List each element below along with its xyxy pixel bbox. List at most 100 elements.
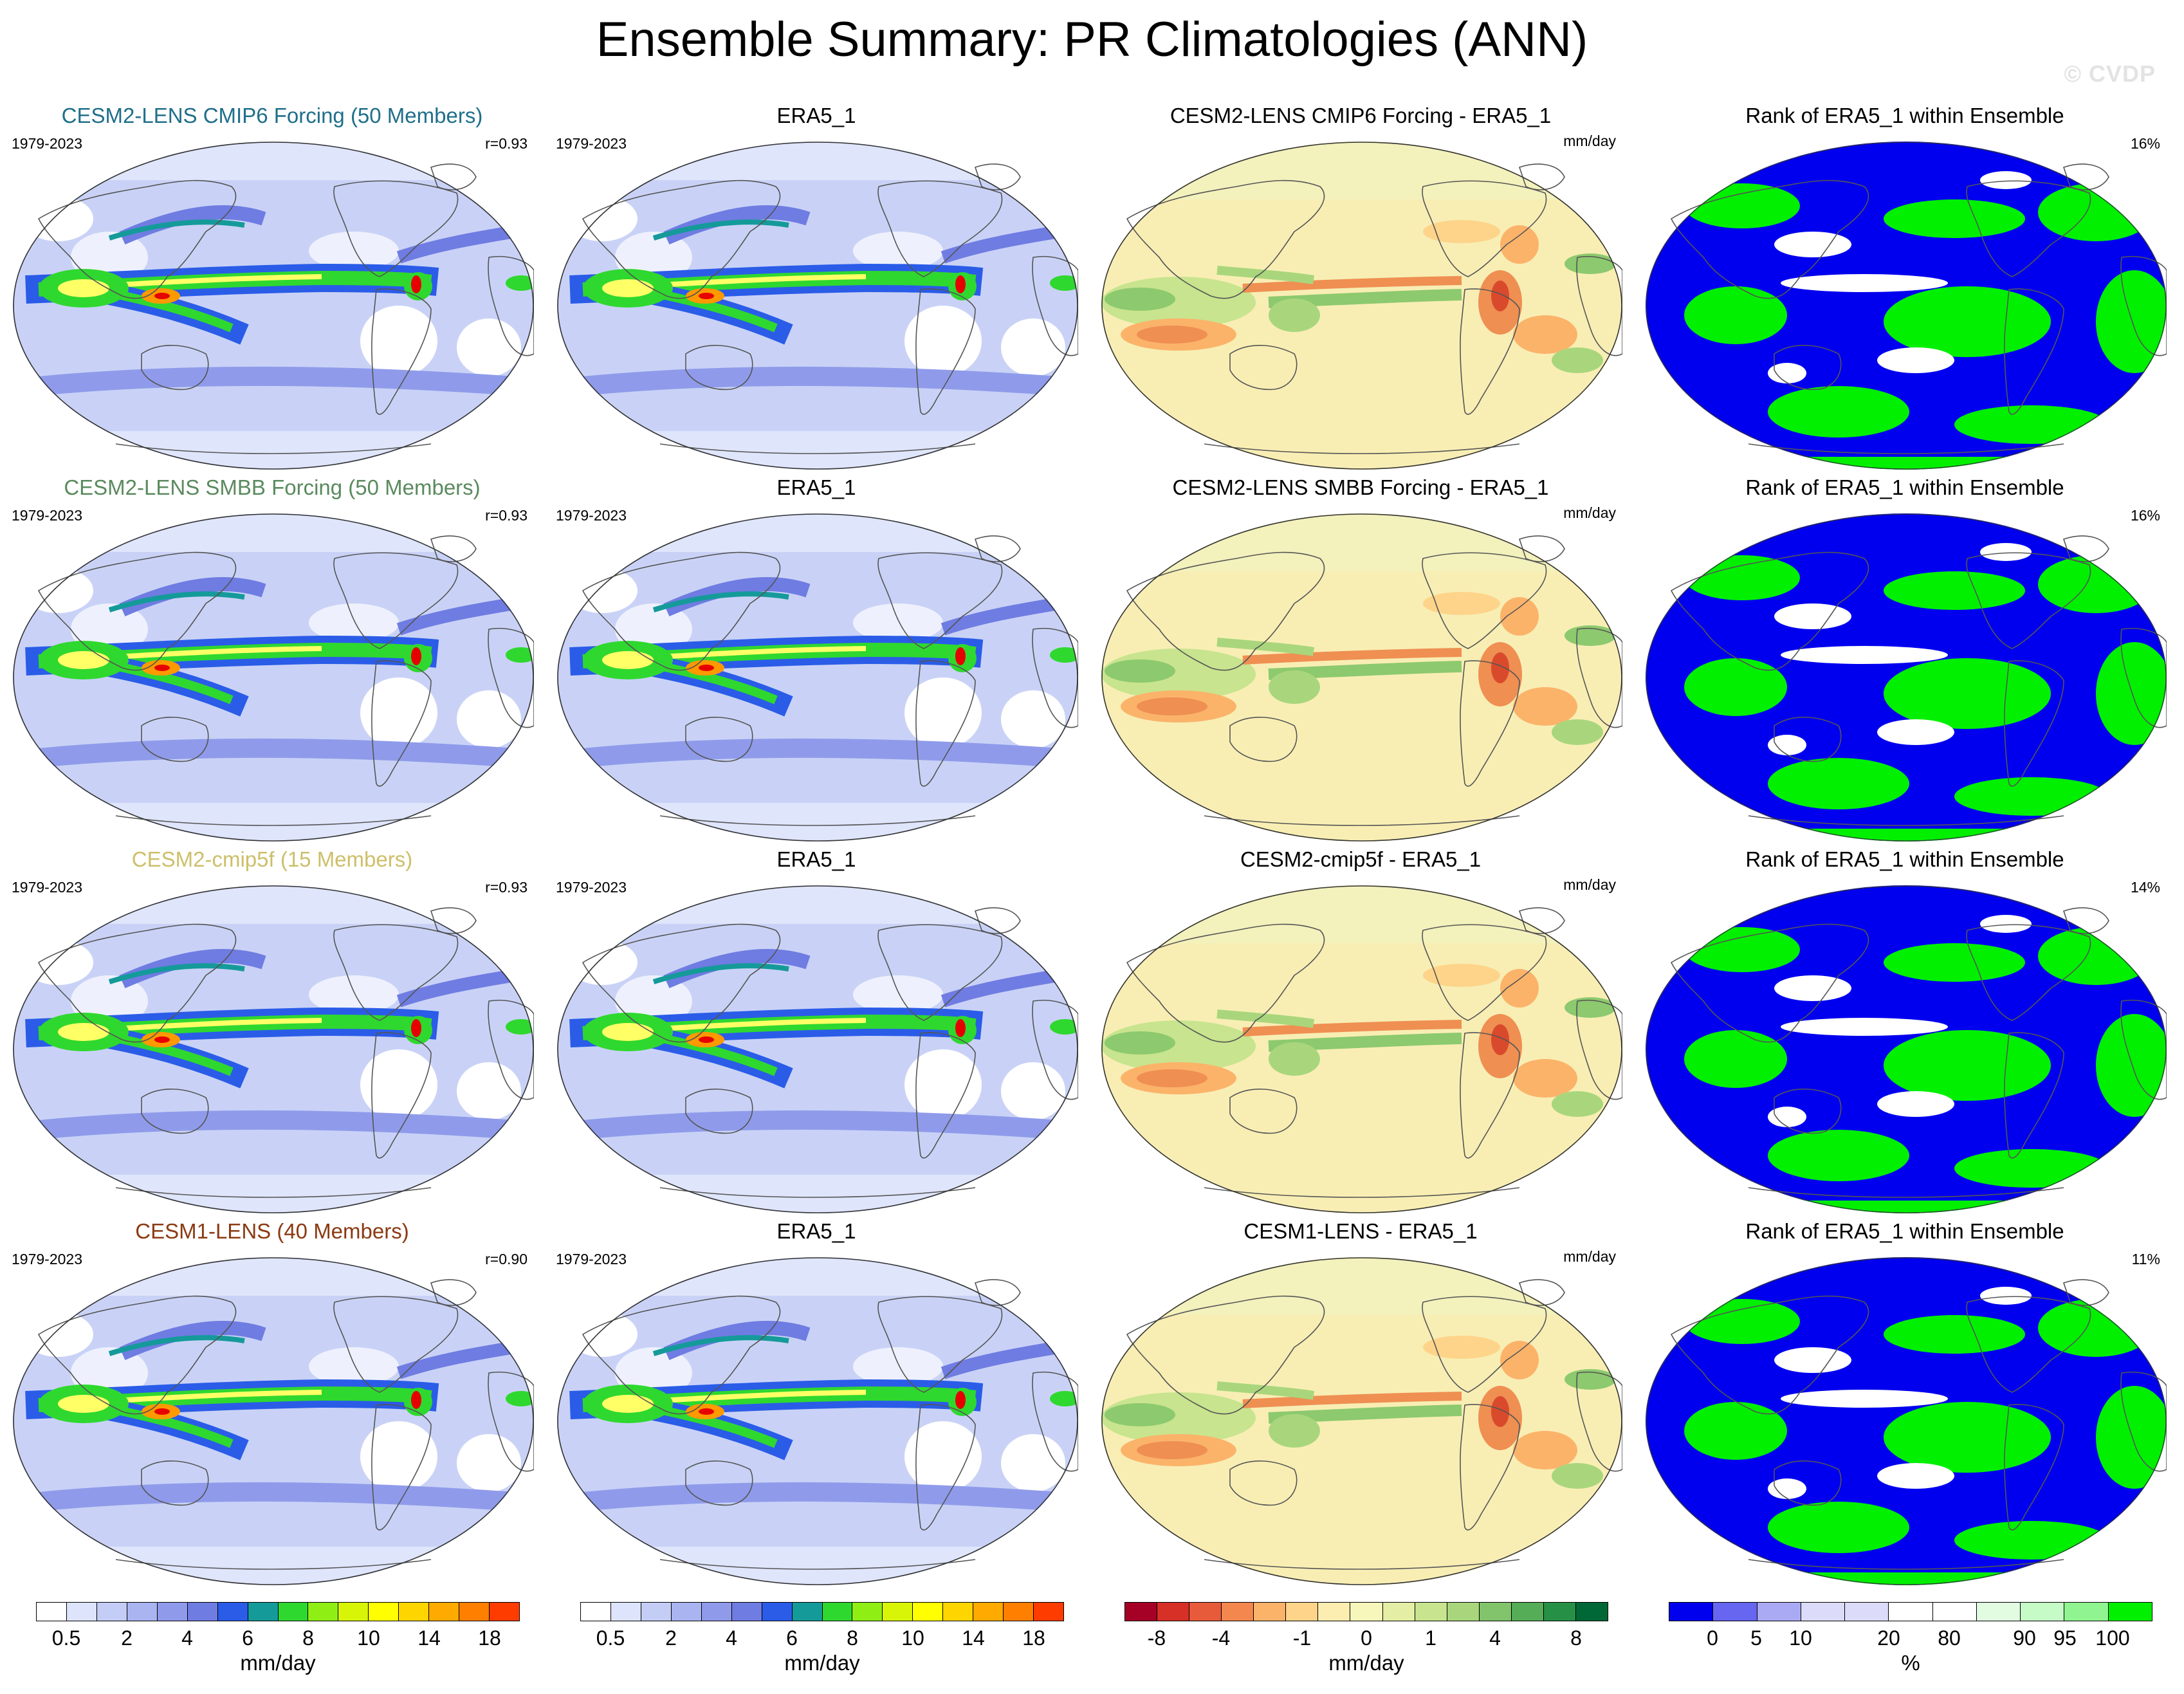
colorbar-swatch (278, 1603, 309, 1621)
colorbar-tick: 10 (901, 1626, 924, 1650)
colorbar-swatch (1845, 1603, 1889, 1621)
panel-title: CESM2-LENS CMIP6 Forcing (50 Members) (61, 104, 483, 127)
colorbar-swatch (1889, 1603, 1933, 1621)
colorbar-swatch (701, 1603, 732, 1621)
colorbar-swatch (883, 1603, 913, 1621)
pattern-correlation: r=0.90 (485, 1251, 528, 1267)
colorbar-swatch (66, 1603, 97, 1621)
colorbar-swatch (792, 1603, 823, 1621)
colorbar-swatch (913, 1603, 944, 1621)
panel-title: CESM1-LENS - ERA5_1 (1243, 1219, 1478, 1243)
rank-panel: Rank of ERA5_1 within Ensemble 16% (1633, 475, 2177, 847)
colorbar-units: mm/day (784, 1651, 860, 1675)
observation-panel: ERA5_1 1979-2023 (544, 847, 1088, 1219)
colorbar-swatch (1757, 1603, 1801, 1621)
colorbar-swatch (1415, 1603, 1447, 1621)
pattern-correlation: r=0.93 (485, 879, 528, 896)
rank-panel: Rank of ERA5_1 within Ensemble 11% (1633, 1219, 2177, 1590)
colorbar-tick: 0.5 (51, 1626, 81, 1650)
colorbar-swatch (1286, 1603, 1319, 1621)
rank-percent: 14% (2130, 879, 2160, 896)
colorbar-swatch (1713, 1603, 1757, 1621)
colorbar-swatch (1034, 1603, 1063, 1621)
panel-period: 1979-2023 (556, 135, 627, 152)
colorbar-boxes (1669, 1602, 2152, 1621)
colorbar-swatch (1254, 1603, 1287, 1621)
colorbar-tick: 8 (1570, 1626, 1582, 1650)
panel-units: mm/day (1563, 1248, 1616, 1265)
panel-units: mm/day (1563, 133, 1616, 149)
panel-period: 1979-2023 (556, 507, 627, 524)
difference-map (1101, 885, 1622, 1213)
colorbar-tick: 4 (1489, 1626, 1501, 1650)
colorbar-swatch (943, 1603, 974, 1621)
precip-climatology-map (13, 1257, 534, 1585)
colorbar-swatch (1004, 1603, 1034, 1621)
panel-period: 1979-2023 (12, 135, 82, 152)
colorbar-tick: 10 (1789, 1626, 1812, 1650)
colorbar-swatch (96, 1603, 127, 1621)
colorbar-swatch (37, 1603, 67, 1621)
colorbar-tick: 1 (1425, 1626, 1436, 1650)
panel-units: mm/day (1563, 876, 1616, 893)
colorbar-swatch (581, 1603, 611, 1621)
rank-colorbar: 0 5 10 20 80 90 95 100 % (1669, 1602, 2152, 1679)
colorbar-swatch (248, 1603, 279, 1621)
colorbar-tick: 6 (786, 1626, 798, 1650)
precip-climatology-map (557, 513, 1078, 842)
colorbar-swatch (762, 1603, 793, 1621)
colorbar-swatch (973, 1603, 1004, 1621)
colorbar-tick: -4 (1211, 1626, 1231, 1650)
colorbar-tick: 4 (181, 1626, 193, 1650)
colorbar-tick: 20 (1877, 1626, 1900, 1650)
panel-title: Rank of ERA5_1 within Ensemble (1745, 1219, 2064, 1243)
colorbar-swatch (1382, 1603, 1415, 1621)
panel-title: Rank of ERA5_1 within Ensemble (1745, 104, 2064, 127)
panel-title: ERA5_1 (776, 1219, 856, 1243)
colorbar-tick: 8 (302, 1626, 314, 1650)
colorbar-tick: 10 (357, 1626, 380, 1650)
panel-period: 1979-2023 (12, 879, 82, 896)
rank-map (1646, 513, 2167, 842)
panel-period: 1979-2023 (12, 1251, 82, 1267)
colorbar-swatch (490, 1603, 519, 1621)
colorbar-tick: 5 (1750, 1626, 1762, 1650)
colorbar-swatch (217, 1603, 248, 1621)
colorbar-swatch (157, 1603, 188, 1621)
colorbar-swatch (429, 1603, 460, 1621)
panel-units: mm/day (1563, 504, 1616, 521)
difference-map (1101, 513, 1622, 842)
panel-title: CESM2-LENS CMIP6 Forcing - ERA5_1 (1170, 104, 1552, 127)
panel-title: CESM2-cmip5f (15 Members) (131, 847, 413, 871)
colorbar-tick: 8 (847, 1626, 858, 1650)
panel-period: 1979-2023 (556, 879, 627, 896)
colorbar-tick: 80 (1938, 1626, 1961, 1650)
colorbar-tick: 90 (2013, 1626, 2036, 1650)
panel-title: ERA5_1 (776, 847, 856, 871)
colorbar-units: % (1901, 1651, 1920, 1675)
difference-panel: CESM2-cmip5f - ERA5_1 mm/day (1088, 847, 1633, 1219)
colorbar-swatch (852, 1603, 883, 1621)
colorbar-swatch (822, 1603, 853, 1621)
colorbar-swatch (187, 1603, 218, 1621)
panel-period: 1979-2023 (556, 1251, 627, 1267)
colorbar-swatch (671, 1603, 702, 1621)
colorbar-swatch (1447, 1603, 1480, 1621)
colorbar-tick: 4 (726, 1626, 737, 1650)
colorbar-tick: 100 (2095, 1626, 2130, 1650)
ensemble-mean-panel: CESM2-cmip5f (15 Members) 1979-2023 r=0.… (0, 847, 544, 1219)
difference-panel: CESM1-LENS - ERA5_1 mm/day (1088, 1219, 1633, 1590)
colorbar-swatch (1511, 1603, 1544, 1621)
rank-panel: Rank of ERA5_1 within Ensemble 16% (1633, 103, 2177, 475)
precip-colorbar: 0.5 2 4 6 8 10 14 18 mm/day (580, 1602, 1064, 1679)
colorbar-swatch (1932, 1603, 1977, 1621)
colorbar-swatch (338, 1603, 369, 1621)
colorbar-tick: -8 (1147, 1626, 1166, 1650)
ensemble-mean-panel: CESM2-LENS SMBB Forcing (50 Members) 197… (0, 475, 544, 847)
panel-title: CESM2-LENS SMBB Forcing (50 Members) (64, 475, 481, 499)
colorbar-swatch (1976, 1603, 2021, 1621)
precip-climatology-map (557, 1257, 1078, 1585)
colorbar-boxes (580, 1602, 1064, 1621)
precip-colorbar: 0.5 2 4 6 8 10 14 18 mm/day (36, 1602, 520, 1679)
rank-percent: 11% (2131, 1251, 2160, 1267)
